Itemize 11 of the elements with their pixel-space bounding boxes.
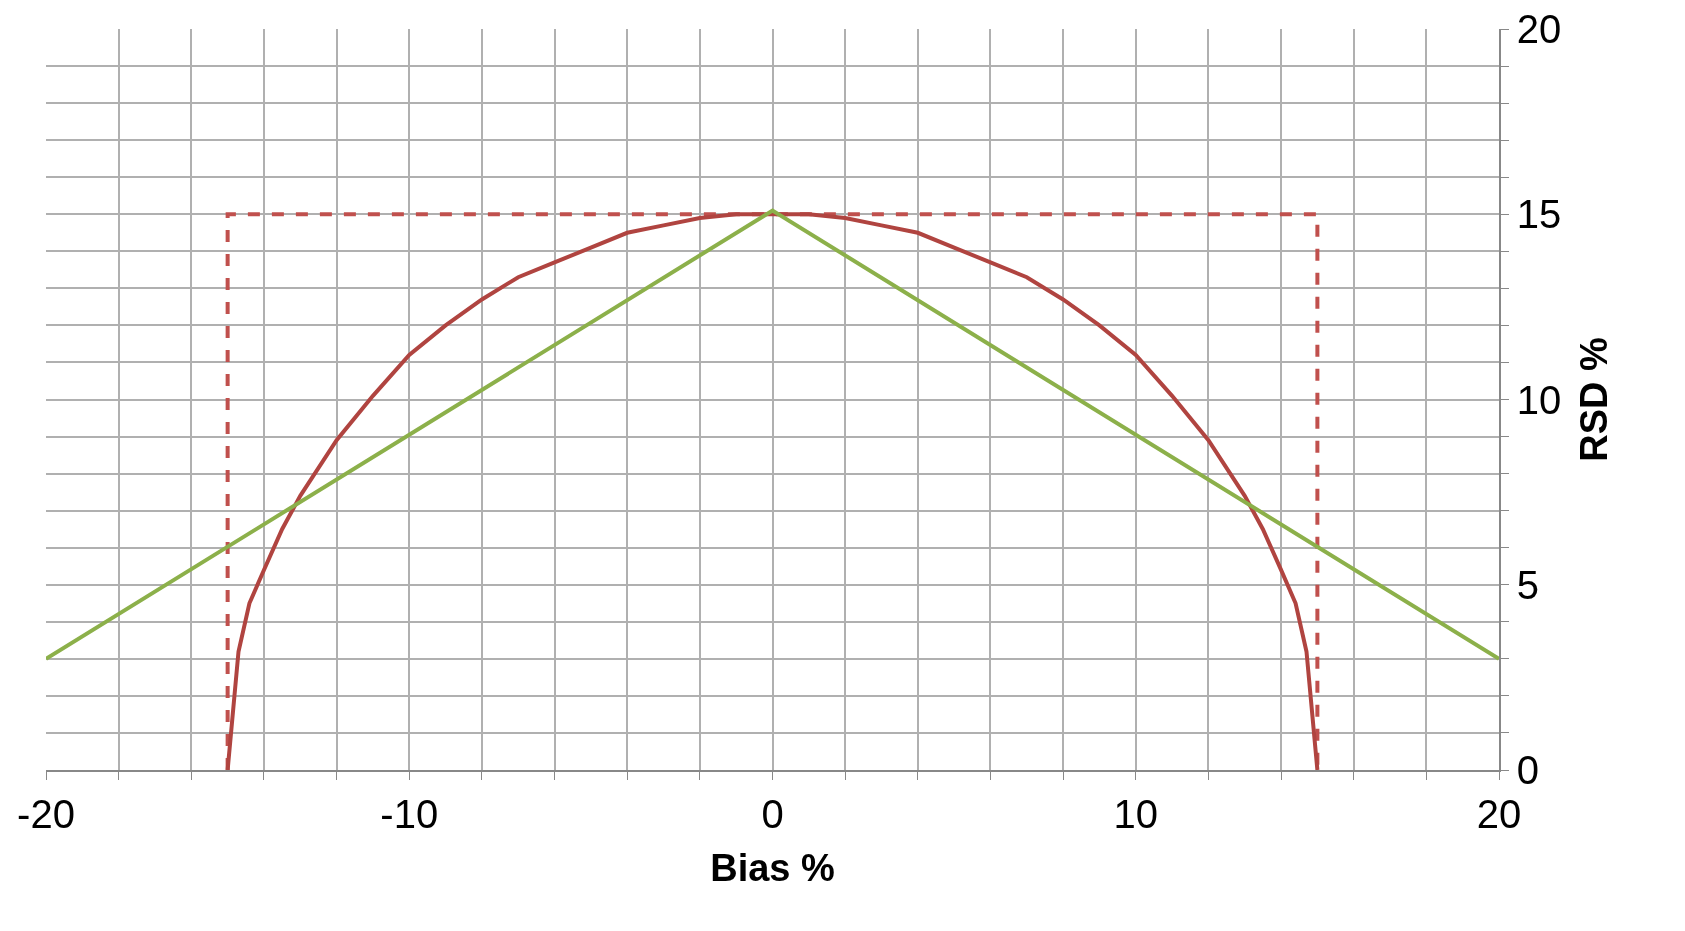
x-tick-label: -20	[17, 791, 75, 836]
x-tick-label: 10	[1113, 791, 1158, 836]
y-tick-label: 0	[1516, 748, 1539, 792]
y-tick-label: 15	[1516, 192, 1562, 237]
x-axis-title: Bias %	[710, 847, 835, 890]
y-axis-title: RSD %	[1572, 337, 1615, 462]
y-tick-label: 20	[1516, 7, 1562, 51]
x-tick-label: -10	[380, 791, 439, 836]
y-tick-label: 10	[1516, 377, 1562, 422]
y-tick-label: 5	[1516, 562, 1539, 607]
x-tick-label: 0	[761, 791, 784, 836]
